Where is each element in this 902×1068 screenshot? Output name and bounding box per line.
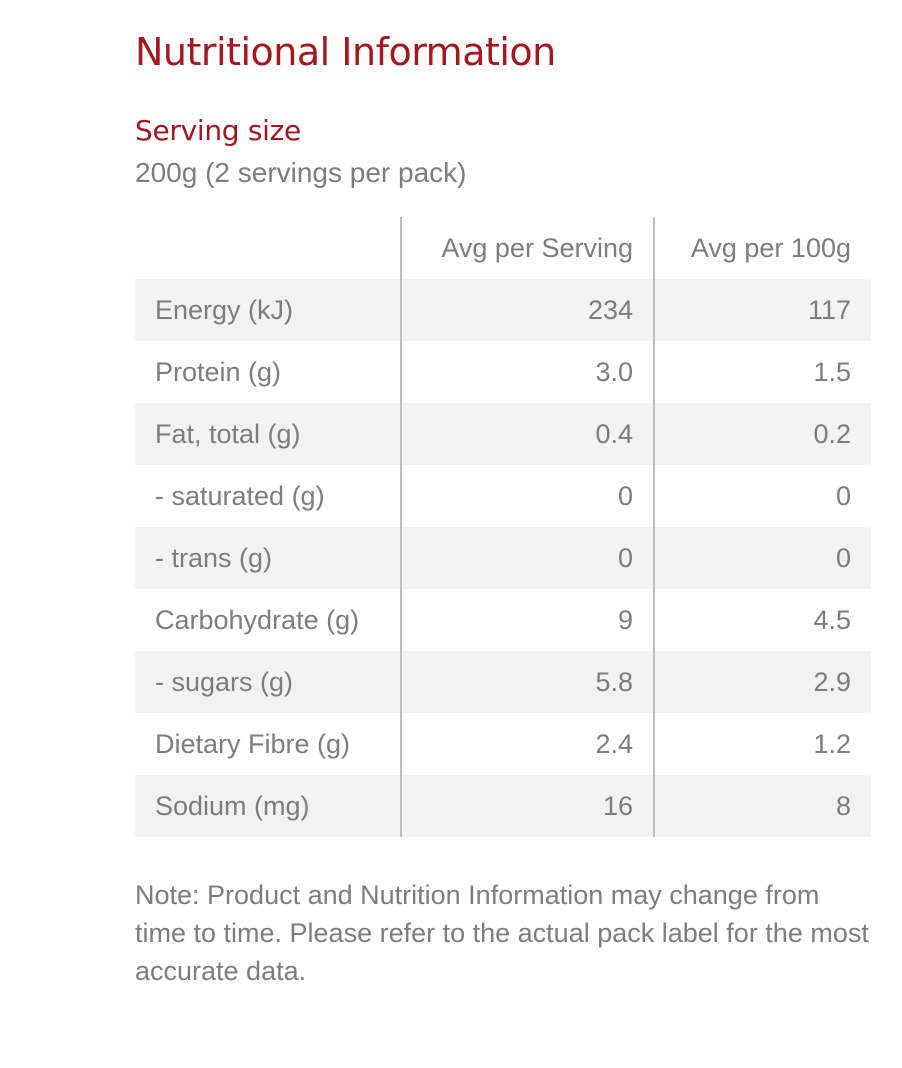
nutrient-name: - sugars (g): [135, 651, 401, 713]
nutrient-name: Dietary Fibre (g): [155, 728, 351, 759]
table-row: Dietary Fibre (g) 2.4 1.2: [135, 713, 871, 775]
per-100g-value: 0: [653, 465, 871, 527]
nutrient-name: - saturated (g): [155, 480, 325, 511]
table-row: Protein (g) 3.0 1.5: [135, 341, 871, 403]
nutrition-table: Avg per Serving Avg per 100g Energy (kJ)…: [135, 217, 871, 837]
disclaimer-note: Note: Product and Nutrition Information …: [135, 880, 869, 986]
nutrient-name: Protein (g): [155, 356, 282, 387]
page-title: Nutritional Information: [135, 30, 556, 74]
per-serving-value: 2.4: [400, 713, 654, 775]
table-row: - sugars (g) 5.8 2.9: [135, 651, 871, 713]
per-100g-value: 1.2: [653, 713, 871, 775]
table-row: Energy (kJ) 234 117: [135, 279, 871, 341]
nutrient-name: - trans (g): [135, 527, 401, 589]
serving-size-value: 200g (2 servings per pack): [135, 157, 467, 188]
per-serving-value: 3.0: [400, 341, 654, 403]
per-100g-value: 2.9: [653, 651, 871, 713]
avg-per-serving-header: Avg per Serving: [400, 217, 654, 279]
nutrient-column-header: [135, 217, 401, 279]
per-100g-value: 117: [653, 279, 871, 341]
per-serving-value: 0: [400, 527, 654, 589]
per-serving-value: 9: [400, 589, 654, 651]
nutrient-name: Sodium (mg): [135, 775, 401, 837]
table-row: Carbohydrate (g) 9 4.5: [135, 589, 871, 651]
per-100g-value: 0: [653, 527, 871, 589]
avg-per-100g-header: Avg per 100g: [653, 217, 871, 279]
nutrient-name: Carbohydrate (g): [155, 604, 360, 635]
per-serving-value: 0: [400, 465, 654, 527]
nutrient-name: Energy (kJ): [135, 279, 401, 341]
per-serving-value: 234: [400, 279, 654, 341]
per-serving-value: 5.8: [400, 651, 654, 713]
per-100g-value: 1.5: [653, 341, 871, 403]
per-serving-value: 0.4: [400, 403, 654, 465]
nutrient-name: Fat, total (g): [135, 403, 401, 465]
table-row: - saturated (g) 0 0: [135, 465, 871, 527]
table-row: - trans (g) 0 0: [135, 527, 871, 589]
table-header-row: Avg per Serving Avg per 100g: [135, 217, 871, 279]
per-100g-value: 4.5: [653, 589, 871, 651]
table-row: Sodium (mg) 16 8: [135, 775, 871, 837]
per-serving-value: 16: [400, 775, 654, 837]
per-100g-value: 0.2: [653, 403, 871, 465]
serving-size-heading: Serving size: [135, 114, 301, 147]
table-row: Fat, total (g) 0.4 0.2: [135, 403, 871, 465]
per-100g-value: 8: [653, 775, 871, 837]
